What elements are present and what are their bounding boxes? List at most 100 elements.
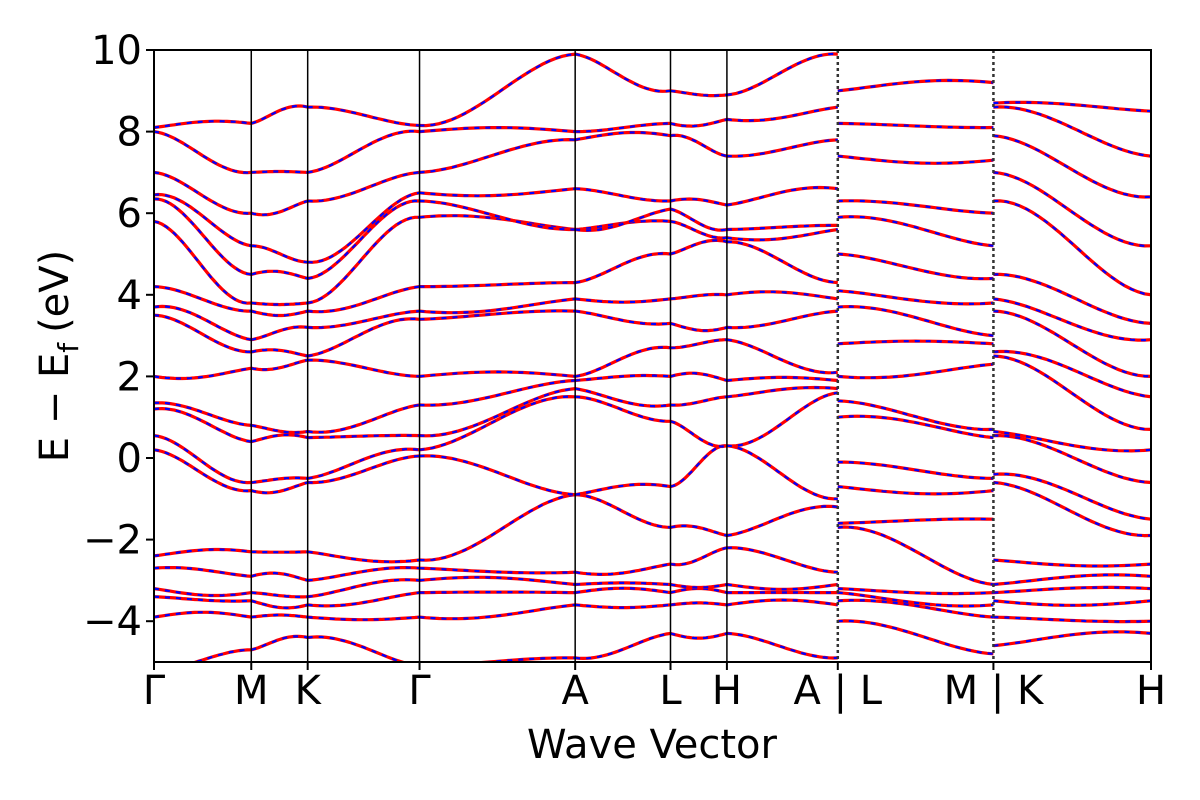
band-line-dashed xyxy=(419,138,576,174)
band-line-dashed xyxy=(726,224,838,231)
x-tick-label: A | L xyxy=(794,668,883,714)
band-line-dashed xyxy=(837,215,994,247)
x-tick-label: M xyxy=(234,668,269,714)
band-line-dashed xyxy=(726,138,838,158)
band-line-dashed xyxy=(670,524,728,537)
band-line-dashed xyxy=(154,120,252,129)
band-line-dashed xyxy=(993,310,1151,378)
x-tick-label: H xyxy=(1136,668,1166,714)
band-line xyxy=(726,444,838,501)
band-line-dashed xyxy=(726,290,838,300)
band-line-dashed xyxy=(154,587,252,597)
band-line-dashed xyxy=(993,171,1151,248)
y-axis-label-sub: f xyxy=(52,342,85,353)
band-line-dashed xyxy=(670,372,728,382)
band-line-dashed xyxy=(251,310,308,317)
band-line xyxy=(250,104,309,125)
band-line-dashed xyxy=(837,289,994,306)
band-line-dashed xyxy=(726,505,838,537)
band-line-dashed xyxy=(837,517,994,525)
band-line-dashed xyxy=(575,581,671,586)
band-line xyxy=(670,238,728,256)
band-line-dashed xyxy=(993,573,1151,586)
band-line-dashed xyxy=(993,630,1151,647)
band-line-dashed xyxy=(307,171,420,203)
band-line-dashed xyxy=(575,603,671,609)
x-axis-label: Wave Vector xyxy=(527,722,778,768)
band-line-dashed xyxy=(670,444,727,488)
band-line xyxy=(250,634,309,652)
band-line-dashed xyxy=(419,387,576,437)
band-line-dashed xyxy=(251,476,308,484)
band-line-dashed xyxy=(154,130,252,174)
y-tick-label: 10 xyxy=(91,28,142,74)
band-line-dashed xyxy=(726,386,838,398)
y-tick-label: −2 xyxy=(83,518,142,564)
band-line-dashed xyxy=(575,483,671,496)
x-tick-label: M | K xyxy=(944,668,1045,714)
band-line xyxy=(575,395,671,423)
band-line-dashed xyxy=(993,134,1151,199)
band-line-dashed xyxy=(993,354,1151,431)
band-line xyxy=(154,401,252,427)
band-line-dashed xyxy=(154,611,252,619)
band-line-dashed xyxy=(726,338,838,374)
plot-frame xyxy=(153,49,1152,663)
band-line-dashed xyxy=(837,599,994,619)
band-line-dashed xyxy=(154,367,252,380)
band-line-dashed xyxy=(251,170,308,174)
band-line xyxy=(670,219,728,240)
band-line-dashed xyxy=(419,126,576,133)
band-line-dashed xyxy=(251,613,308,619)
band-line-dashed xyxy=(419,370,576,378)
x-tick-label: A xyxy=(561,668,589,714)
band-line-dashed xyxy=(726,583,838,591)
band-line-dashed xyxy=(307,616,420,621)
band-line-dashed xyxy=(837,122,994,129)
band-line-dashed xyxy=(307,566,420,582)
band-line-dashed xyxy=(251,433,308,443)
band-line xyxy=(154,197,252,276)
band-line-dashed xyxy=(575,587,671,594)
band-line-dashed xyxy=(837,587,994,595)
band-line-dashed xyxy=(670,89,727,97)
band-line-dashed xyxy=(726,106,838,122)
band-line-dashed xyxy=(154,434,252,484)
band-line-dashed xyxy=(419,379,576,407)
band-line xyxy=(670,207,728,232)
plot-background xyxy=(154,50,1151,662)
band-line-dashed xyxy=(837,363,994,379)
band-line xyxy=(574,251,671,285)
band-line-dashed xyxy=(419,309,576,321)
band-line-dashed xyxy=(837,461,994,480)
band-line-dashed xyxy=(670,587,728,594)
band-lines xyxy=(154,52,1151,662)
band-line-dashed xyxy=(837,199,994,215)
band-line-dashed xyxy=(575,387,671,408)
band-line-dashed xyxy=(307,106,420,127)
band-line-dashed xyxy=(251,325,308,341)
band-line-dashed xyxy=(993,199,1151,296)
y-tick-label: 2 xyxy=(117,354,142,400)
band-line-dashed xyxy=(575,310,671,326)
band-line-dashed xyxy=(726,598,838,606)
band-line-dashed xyxy=(307,130,420,174)
band-line-dashed xyxy=(837,485,994,496)
band-line-dashed xyxy=(307,448,420,480)
band-line-dashed xyxy=(837,525,994,586)
band-line xyxy=(575,493,671,529)
band-line xyxy=(190,648,252,662)
band-line-dashed xyxy=(726,228,838,241)
x-tick-label: L xyxy=(659,668,682,714)
y-axis-label-main: E − E xyxy=(32,353,78,463)
band-line-dashed xyxy=(837,79,994,92)
y-axis-label: E − Ef (eV) xyxy=(32,250,85,463)
band-line xyxy=(670,546,728,567)
band-line xyxy=(154,285,252,313)
band-line-dashed xyxy=(154,448,252,493)
high-symmetry-lines xyxy=(250,50,995,662)
band-line-dashed xyxy=(993,472,1151,521)
band-line xyxy=(307,199,420,281)
band-line-dashed xyxy=(575,297,671,304)
band-line-dashed xyxy=(670,293,727,300)
